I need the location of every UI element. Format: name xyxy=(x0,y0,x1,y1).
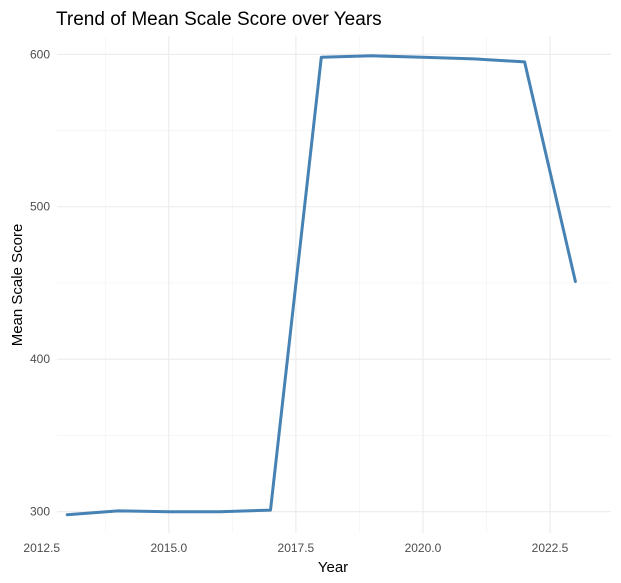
y-axis-title: Mean Scale Score xyxy=(9,224,26,347)
y-tick-label: 600 xyxy=(30,47,50,61)
y-tick-label: 400 xyxy=(30,352,50,366)
grid xyxy=(57,36,611,533)
series-line xyxy=(65,54,577,517)
x-tick-label: 2022.5 xyxy=(532,541,569,555)
y-axis-ticks: 300 400 500 600 xyxy=(30,47,50,518)
x-tick-label: 2020.0 xyxy=(405,541,442,555)
x-tick-label: 2017.5 xyxy=(278,541,315,555)
x-axis-ticks: 2012.5 2015.0 2017.5 2020.0 2022.5 xyxy=(23,541,568,555)
y-tick-label: 500 xyxy=(30,200,50,214)
y-tick-label: 300 xyxy=(30,505,50,519)
x-tick-label: 2012.5 xyxy=(23,541,60,555)
chart-title: Trend of Mean Scale Score over Years xyxy=(56,9,382,30)
x-tick-label: 2015.0 xyxy=(150,541,187,555)
x-axis-title: Year xyxy=(318,559,348,576)
series-lines xyxy=(65,54,577,517)
